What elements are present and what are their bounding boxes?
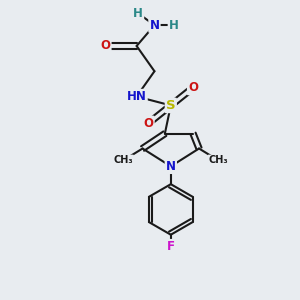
Text: O: O — [100, 40, 110, 52]
Text: CH₃: CH₃ — [208, 155, 228, 165]
Text: H: H — [169, 19, 179, 32]
Text: O: O — [143, 117, 154, 130]
Text: F: F — [167, 240, 175, 253]
Text: H: H — [133, 7, 143, 20]
Text: S: S — [166, 99, 175, 112]
Text: N: N — [149, 19, 160, 32]
Text: N: N — [166, 160, 176, 173]
Text: O: O — [188, 81, 198, 94]
Text: CH₃: CH₃ — [113, 155, 133, 165]
Text: HN: HN — [127, 90, 147, 103]
